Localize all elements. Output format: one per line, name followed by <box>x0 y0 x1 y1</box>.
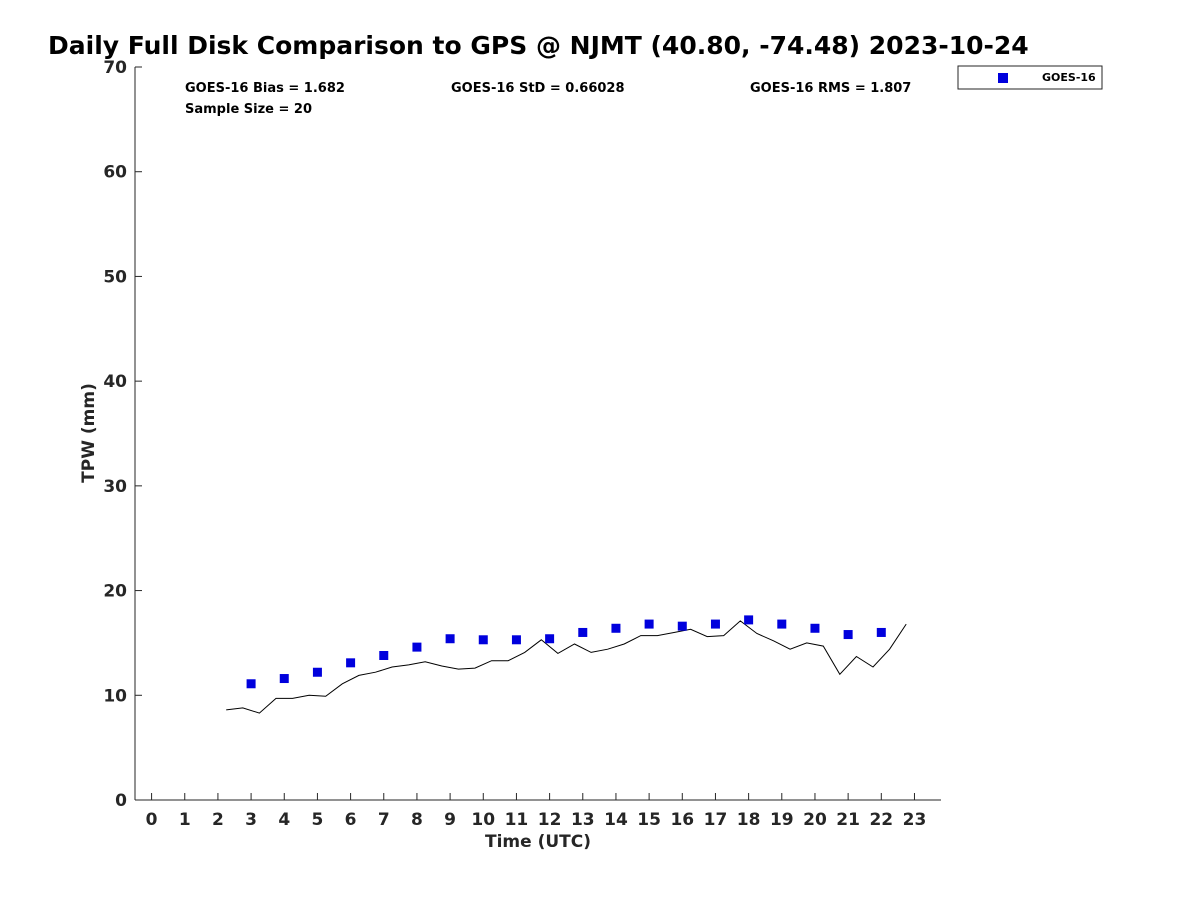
x-tick-label: 5 <box>312 810 324 830</box>
legend: GOES-16 <box>957 65 1103 90</box>
goes16-point <box>312 667 322 677</box>
y-tick-label: 0 <box>115 791 127 811</box>
x-tick-label: 2 <box>212 810 224 830</box>
y-tick-label: 40 <box>103 372 127 392</box>
x-tick-label: 16 <box>670 810 694 830</box>
y-tick-label: 70 <box>103 58 127 78</box>
gps-tpw-line <box>226 620 907 714</box>
x-tick-label: 9 <box>444 810 456 830</box>
goes16-point <box>810 623 820 633</box>
x-tick-label: 23 <box>903 810 927 830</box>
goes16-point <box>246 679 256 689</box>
x-tick-label: 21 <box>836 810 860 830</box>
stat-rms: GOES-16 RMS = 1.807 <box>750 81 911 96</box>
x-tick-label: 19 <box>770 810 794 830</box>
y-tick-label: 10 <box>103 686 127 706</box>
legend-label: GOES-16 <box>1042 71 1096 84</box>
x-tick-label: 1 <box>179 810 191 830</box>
x-tick-label: 18 <box>737 810 761 830</box>
goes16-point <box>412 642 422 652</box>
legend-box <box>957 65 1103 90</box>
stat-bias: GOES-16 Bias = 1.682 <box>185 81 345 96</box>
goes16-point <box>279 674 289 684</box>
x-tick-label: 13 <box>571 810 595 830</box>
x-tick-label: 7 <box>378 810 390 830</box>
goes16-point <box>644 619 654 629</box>
goes16-point <box>611 623 621 633</box>
goes16-point <box>478 635 488 645</box>
goes16-point <box>445 634 455 644</box>
x-tick-label: 8 <box>411 810 423 830</box>
goes16-point <box>578 627 588 637</box>
x-tick-label: 4 <box>278 810 290 830</box>
x-ticks: 0 1 2 3 4 5 6 7 8 9 10 11 12 13 14 15 16 17 18 19 20 21 22 23 <box>146 793 927 830</box>
x-tick-label: 15 <box>637 810 661 830</box>
goes16-point <box>677 621 687 631</box>
goes16-point <box>710 619 720 629</box>
chart-title: Daily Full Disk Comparison to GPS @ NJMT… <box>48 31 1029 60</box>
goes16-point <box>843 630 853 640</box>
x-tick-label: 12 <box>538 810 562 830</box>
x-tick-label: 17 <box>704 810 728 830</box>
goes16-point <box>777 619 787 629</box>
goes16-point <box>346 658 356 668</box>
legend-marker <box>998 73 1008 83</box>
x-tick-label: 14 <box>604 810 628 830</box>
y-ticks: 0 10 20 30 40 50 60 70 <box>103 58 142 811</box>
y-axis-label: TPW (mm) <box>79 383 99 483</box>
x-tick-label: 11 <box>505 810 529 830</box>
stat-std: GOES-16 StD = 0.66028 <box>451 81 625 96</box>
x-axis-label: Time (UTC) <box>485 832 591 852</box>
series-markers <box>246 615 886 689</box>
series-lines <box>226 620 907 714</box>
goes16-point <box>876 627 886 637</box>
goes16-point <box>379 650 389 660</box>
x-tick-label: 6 <box>345 810 357 830</box>
y-tick-label: 20 <box>103 582 127 602</box>
y-tick-label: 60 <box>103 163 127 183</box>
goes16-point <box>744 615 754 625</box>
goes16-point <box>511 635 521 645</box>
y-tick-label: 30 <box>103 477 127 497</box>
x-tick-label: 0 <box>146 810 158 830</box>
x-tick-label: 3 <box>245 810 257 830</box>
stats-annotations: GOES-16 Bias = 1.682 GOES-16 StD = 0.660… <box>185 81 911 117</box>
x-tick-label: 20 <box>803 810 827 830</box>
goes16-point <box>545 634 555 644</box>
stat-sample-size: Sample Size = 20 <box>185 102 312 117</box>
x-tick-label: 10 <box>471 810 495 830</box>
y-tick-label: 50 <box>103 267 127 287</box>
x-tick-label: 22 <box>869 810 893 830</box>
